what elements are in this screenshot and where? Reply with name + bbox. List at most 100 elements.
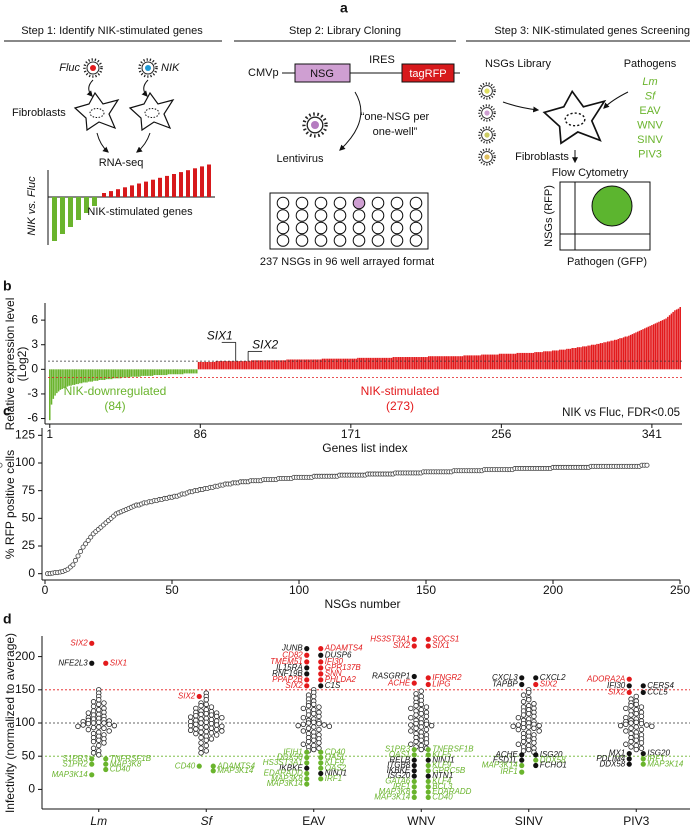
bar (263, 360, 265, 370)
highlight-label: SIX2 (540, 680, 558, 689)
point (300, 705, 307, 712)
bar (502, 353, 504, 370)
bar (424, 357, 426, 370)
highlight-point (318, 652, 324, 658)
highlight-label: OASL (325, 753, 346, 762)
bar (668, 315, 671, 370)
bar (371, 357, 373, 370)
arrow (502, 101, 540, 113)
bar (93, 369, 95, 381)
y-tick-label: 3 (31, 337, 38, 351)
bar (484, 354, 487, 370)
x-tick-label: 200 (543, 583, 563, 597)
point (526, 737, 532, 743)
point (96, 724, 102, 730)
x-tick-label: 256 (491, 427, 511, 441)
bar (357, 357, 359, 370)
bar (594, 344, 596, 370)
bar (259, 360, 262, 370)
bar (141, 369, 143, 376)
bar (206, 361, 209, 370)
point (515, 726, 522, 733)
y-tick-label: 6 (31, 312, 38, 326)
bar (149, 369, 152, 376)
point (643, 722, 650, 728)
bar (142, 369, 145, 376)
bar (458, 356, 460, 370)
point (305, 720, 312, 726)
bar (571, 348, 573, 370)
point (90, 738, 97, 745)
highlight-label: PPAP2B (272, 675, 303, 684)
bar (564, 349, 566, 370)
point (628, 720, 634, 726)
illustration-bar (165, 175, 169, 197)
highlight-label: S1PR2 (62, 759, 88, 768)
bar (566, 348, 568, 370)
highlight-point (304, 781, 310, 787)
bar (392, 357, 395, 370)
point (198, 740, 204, 746)
bar (118, 369, 120, 379)
illustration-bar (123, 187, 127, 197)
y-axis-label: Infectivity (normalized to average) (3, 633, 17, 813)
highlight-label: EDARADD (264, 769, 303, 778)
bar (224, 361, 226, 370)
bar (327, 358, 329, 370)
highlight-label: IFI30 (607, 681, 626, 690)
point (106, 721, 112, 728)
illustration-bar (52, 197, 57, 241)
highlight-label: MAP3K8 (271, 774, 303, 783)
bar (210, 361, 212, 370)
highlight-point (425, 675, 431, 681)
bar (61, 369, 63, 390)
bar (438, 356, 441, 370)
bar (541, 352, 543, 370)
point (101, 725, 107, 732)
highlight-point (318, 754, 324, 761)
bar (171, 369, 173, 375)
bar (419, 357, 421, 370)
bar (628, 335, 630, 370)
bar (373, 357, 375, 370)
point (208, 712, 215, 718)
point (96, 701, 102, 708)
bar (497, 354, 499, 370)
highlight-label: PHLDA2 (325, 675, 357, 684)
x-axis-label: NSGs number (324, 597, 400, 611)
insert-box (294, 63, 351, 83)
bar (601, 343, 604, 370)
step-title: Step 3: NIK-stimulated genes Screening (494, 25, 690, 37)
x-tick-label: 341 (642, 427, 662, 441)
well (371, 209, 385, 222)
highlight-point (304, 760, 310, 766)
bar (374, 357, 377, 370)
bar (49, 369, 51, 421)
pathogen-label: EAV (639, 105, 661, 117)
point (423, 740, 430, 746)
point (305, 712, 312, 718)
highlight-label: OAS2 (325, 763, 347, 772)
bar (410, 357, 412, 370)
x-label: NIK-stimulated genes (87, 206, 193, 218)
highlight-point (318, 671, 324, 677)
point (531, 740, 537, 746)
bar (619, 338, 621, 370)
bar (449, 356, 451, 370)
virus-core (484, 154, 490, 160)
bar (574, 348, 577, 370)
point (203, 748, 209, 754)
bar (305, 359, 308, 370)
point (305, 703, 312, 709)
y-tick-label: 50 (22, 511, 36, 525)
highlight-point (519, 769, 525, 775)
bar (654, 323, 657, 370)
bar (605, 342, 607, 370)
highlight-point (411, 752, 417, 758)
bar (220, 361, 223, 370)
highlight-label: KLF9 (325, 758, 345, 767)
bar (181, 369, 184, 375)
highlight-label: KLF5 (432, 750, 452, 759)
point (193, 726, 199, 732)
bar (282, 360, 285, 370)
